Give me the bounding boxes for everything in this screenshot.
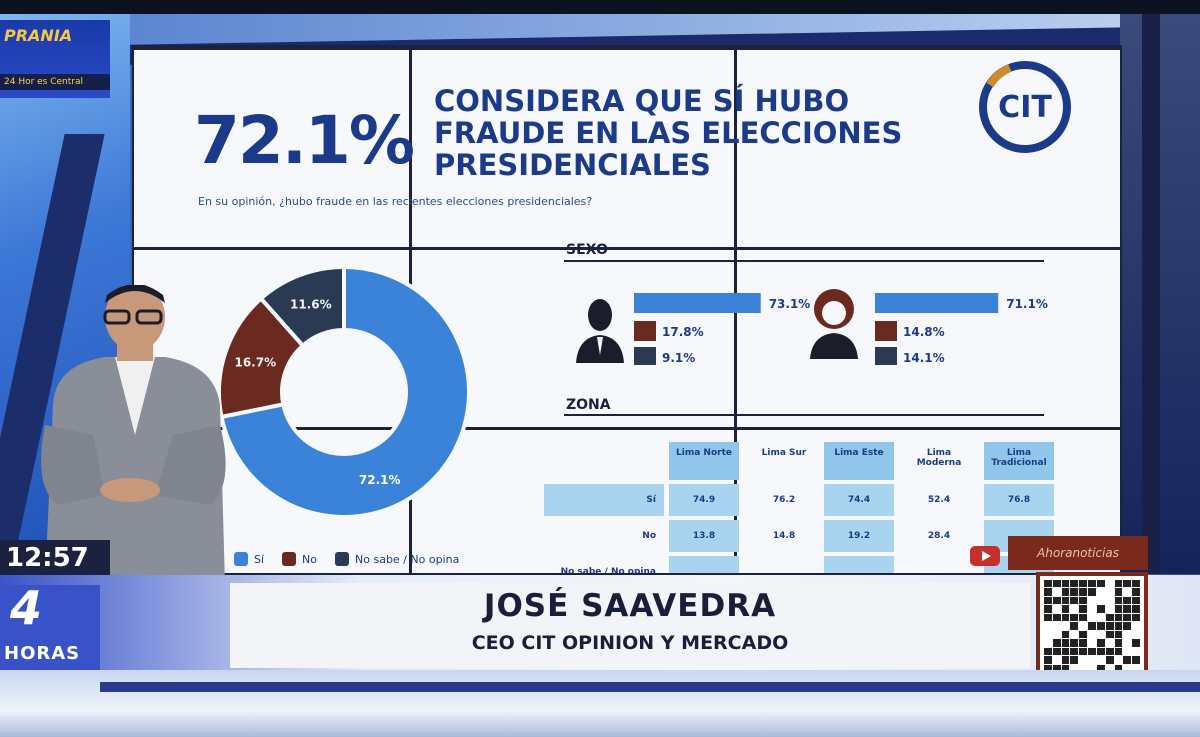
grid-line [134,47,1120,50]
chart-legend: Sí No No sabe / No opina [234,552,459,566]
zona-cell [669,556,739,573]
poll-question: En su opinión, ¿hubo fraude en las recie… [198,195,593,208]
sexo-bar-label: 9.1% [662,351,695,365]
donut-slice [258,264,346,349]
legend-label-ns: No sabe / No opina [355,552,460,566]
female-icon [810,289,858,359]
sexo-bar-label: 14.8% [903,325,945,339]
section-rule [564,260,1044,262]
zona-cell: 74.9 [669,484,739,516]
zona-row-label: No sabe / No opina [560,567,656,575]
zona-cell: 14.8 [772,531,796,541]
sexo-bar-label: 17.8% [662,325,704,339]
zona-row-label: Sí [544,484,664,516]
broadcast-clock: 12:57 [0,540,110,576]
social-handle: Ahoranoticias [1008,536,1148,570]
donut-slice-label: 16.7% [234,355,276,369]
legend-item-ns: No sabe / No opina [335,552,459,566]
zona-cell: 74.4 [824,484,894,516]
donut-chart: 72.1% 16.7% 11.6% [217,264,471,519]
zona-column-header: Lima Sur [761,448,807,458]
zona-cell: 13.8 [669,520,739,552]
qr-code [1036,572,1148,680]
zona-cell [749,556,819,573]
sexo-bar [634,293,761,313]
legend-swatch-si [234,552,248,566]
program-brand: PRANIA [4,26,73,45]
studio-backdrop-right [1120,14,1200,574]
legend-item-no: No [282,552,317,566]
presenter-figure [41,285,226,737]
donut-slice [219,264,471,519]
zona-cell [904,556,974,573]
sexo-bar-chart: 73.1% 17.8% 9.1% 71.1% 14.8% 14.1% [634,293,1048,365]
channel-logo-number: 4 [10,581,43,635]
legend-item-si: Sí [234,552,264,566]
section-title-zona: ZONA [566,397,611,413]
sexo-bar-label: 73.1% [769,297,811,311]
tv-bezel [0,0,1200,14]
presenter-name: JOSÉ SAAVEDRA [483,588,777,624]
male-icon [576,299,624,363]
sexo-bar-label: 14.1% [903,351,945,365]
lower-third-name-band [230,583,1030,668]
grid-line [134,427,1120,430]
studio-floor [0,670,1200,737]
youtube-icon [970,546,1000,566]
program-ticker: 24 Hor es Central [0,74,110,90]
sexo-bar [875,293,999,313]
zona-cell: 76.8 [984,484,1054,516]
zona-column-header: Lima Moderna [916,448,962,468]
zona-column-header: Lima Norte [669,442,739,480]
zona-row-label: No [642,531,656,541]
legend-label-no: No [302,552,318,566]
donut-slice-label: 11.6% [290,298,332,312]
donut-slice [217,295,306,420]
presenter-role: CEO CIT OPINION Y MERCADO [471,632,789,654]
zona-column-header: Lima Tradicional [984,442,1054,480]
channel-logo: 4 HORAS [0,581,100,670]
cit-logo: CIT [979,61,1071,153]
sexo-bar [875,347,897,365]
zona-cell: 52.4 [927,495,951,505]
headline-text: CONSIDERA QUE SÍ HUBO FRAUDE EN LAS ELEC… [434,84,903,182]
sexo-bar [634,347,656,365]
section-title-sexo: SEXO [566,242,608,258]
cit-logo-text: CIT [998,90,1052,125]
zona-cell [824,556,894,573]
program-bug: PRANIA 24 Hor es Central [0,20,110,98]
legend-label-si: Sí [254,552,265,566]
donut-slice-label: 72.1% [359,473,401,487]
zona-column-header: Lima Este [824,442,894,480]
sexo-bar-label: 71.1% [1006,297,1048,311]
zona-cell: 28.4 [927,531,951,541]
headline-percentage: 72.1% [194,102,415,179]
sexo-bar [634,321,656,341]
sexo-bar [875,321,897,341]
legend-swatch-ns [335,552,350,566]
channel-logo-sub: HORAS [4,643,81,664]
zona-cell: 76.2 [772,495,796,505]
legend-swatch-no [282,552,297,566]
zona-cell: 19.2 [824,520,894,552]
poll-screen: 72.1% CONSIDERA QUE SÍ HUBO FRAUDE EN LA… [132,45,1122,575]
section-rule [564,414,1044,416]
grid-line [134,247,1120,250]
